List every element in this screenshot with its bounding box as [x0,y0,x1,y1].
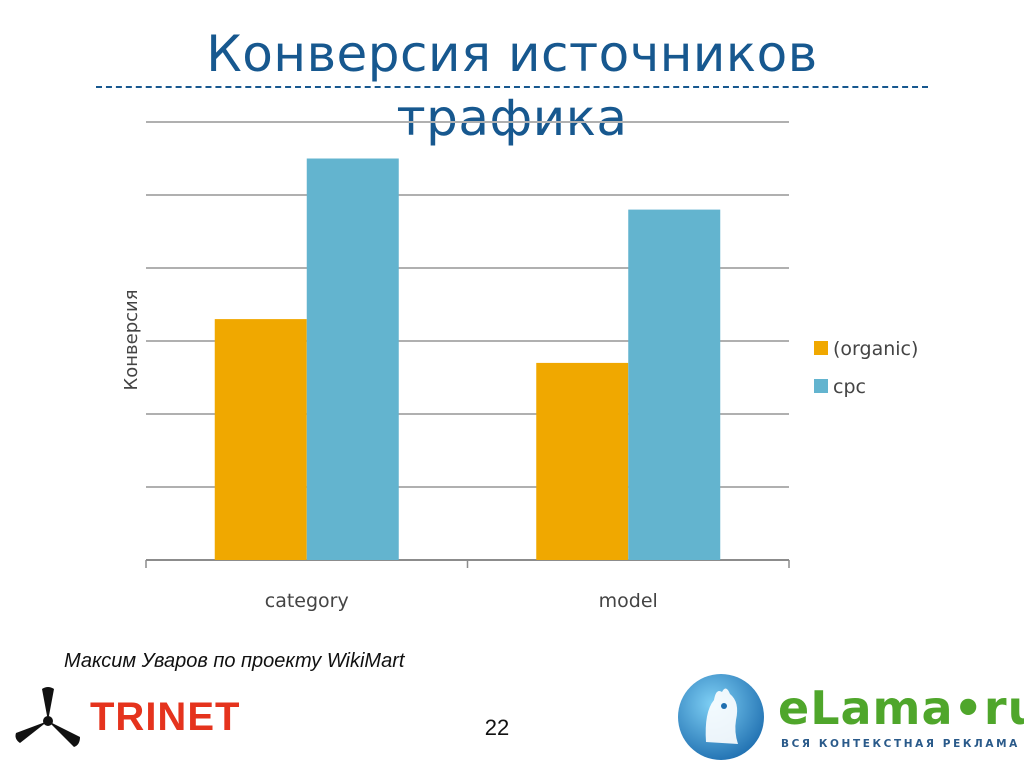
x-tick-labels: category model [265,590,658,612]
legend: (organic) cpc [814,338,918,398]
bar-organic-category [214,319,307,560]
elama-logo: eLama•ru [778,681,1024,735]
author-credit: Максим Уваров по проекту WikiMart [64,650,405,672]
bar-cpc-model [628,209,721,560]
trinet-propeller-icon [15,687,80,747]
y-axis-label: Конверсия [121,289,142,390]
title-underline [96,86,928,88]
x-tick-label: category [265,590,349,612]
elama-llama-icon [678,674,764,760]
legend-label: (organic) [833,338,918,360]
trinet-logo: TRINET [90,695,241,739]
page-number: 22 [484,715,510,740]
legend-swatch [814,379,828,393]
x-tick-label: model [599,590,658,612]
x-axis [145,560,790,568]
legend-label: cpc [833,376,866,398]
bar-cpc-category [306,158,399,560]
bar-organic-model [536,362,629,560]
bar-chart: category model Конверсия (organic) cpc [121,121,918,612]
slide-title: Конверсия источников трафика [206,25,818,147]
bars [214,158,721,560]
elama-tagline: ВСЯ КОНТЕКСТНАЯ РЕКЛАМА [781,738,1020,750]
legend-swatch [814,341,828,355]
